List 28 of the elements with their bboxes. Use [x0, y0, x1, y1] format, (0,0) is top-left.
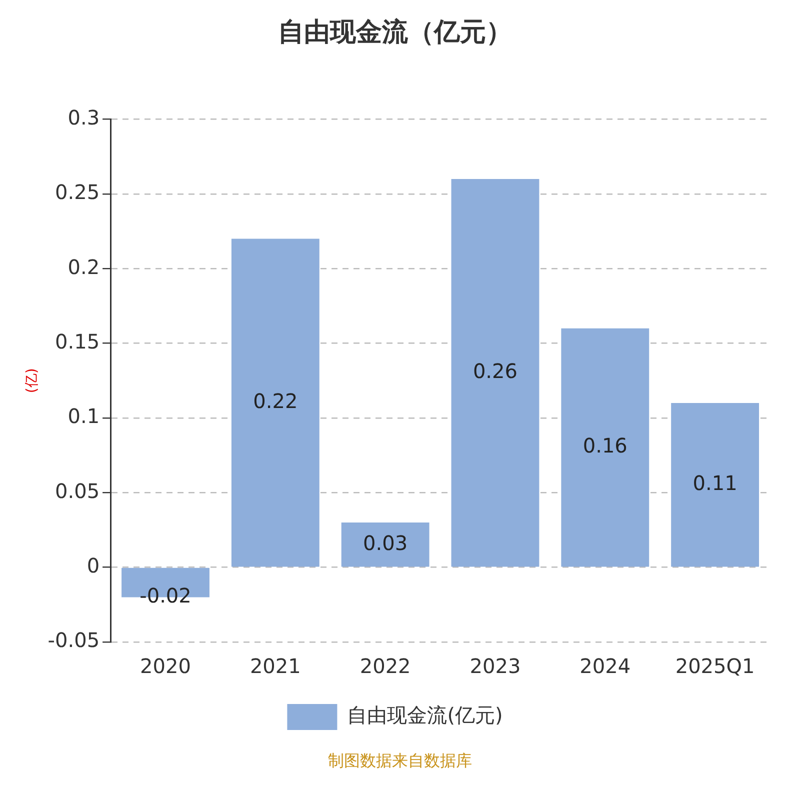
x-tick-label: 2024: [580, 654, 631, 678]
data-label: 0.11: [692, 471, 738, 496]
bar: [451, 178, 540, 567]
y-tick-label: 0.1: [68, 404, 100, 428]
x-tick-label: 2021: [250, 654, 301, 678]
bar: [561, 328, 650, 567]
y-tick-label: 0.2: [68, 254, 100, 279]
bar: [231, 238, 320, 567]
data-label: 0.22: [253, 388, 298, 413]
bar: [671, 403, 760, 567]
y-tick-label: 0.25: [55, 180, 100, 204]
y-axis-title: (亿): [24, 368, 40, 394]
x-tick-label: 2022: [360, 654, 411, 678]
y-tick-label: -0.05: [48, 628, 100, 652]
y-tick-label: 0.3: [68, 105, 100, 130]
legend-label: 自由现金流(亿元): [347, 703, 503, 728]
chart-title: 自由现金流（亿元）: [278, 17, 512, 48]
x-tick-label: 2020: [140, 654, 191, 678]
x-tick-label: 2025Q1: [675, 654, 755, 678]
y-tick-label: 0: [86, 554, 100, 578]
data-label: 0.26: [472, 359, 518, 384]
x-tick-label: 2023: [470, 654, 521, 678]
bar: [341, 522, 430, 567]
y-tick-label: 0.05: [55, 478, 100, 503]
y-tick-label: 0.15: [55, 329, 100, 354]
data-label: 0.16: [582, 434, 628, 458]
text: 制图数据来自数据库: [328, 751, 472, 770]
data-label: 0.03: [363, 530, 408, 555]
